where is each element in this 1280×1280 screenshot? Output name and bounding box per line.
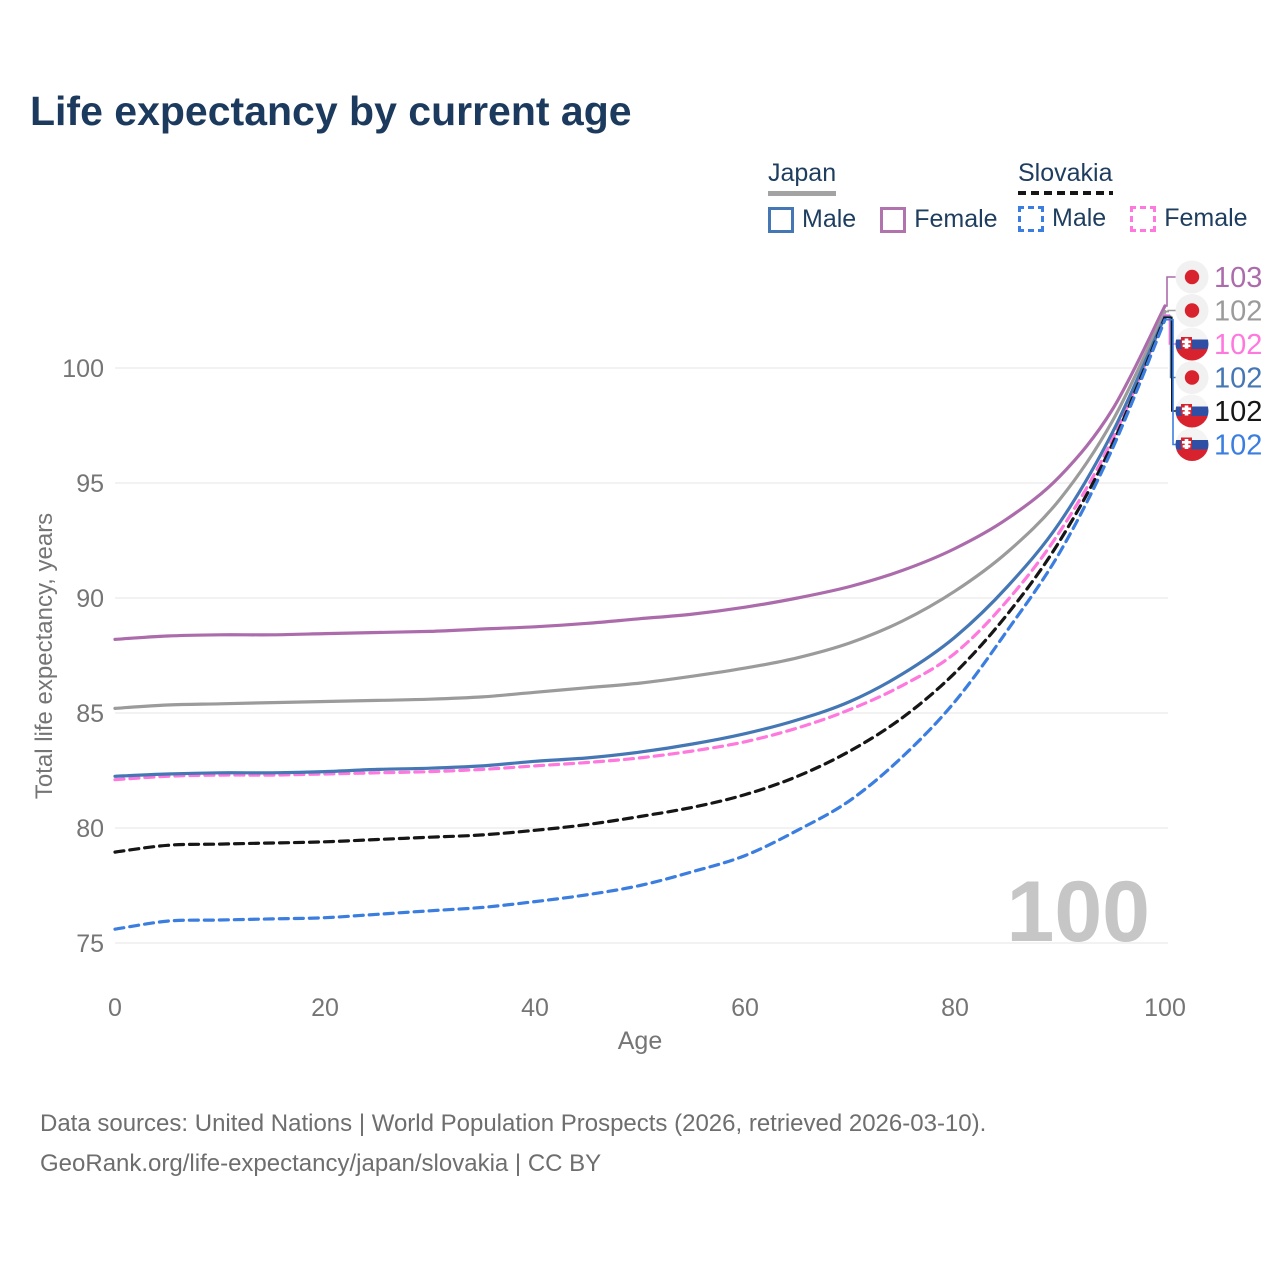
end-label-leader <box>1164 316 1176 412</box>
y-tick-label: 85 <box>76 700 104 728</box>
y-axis-title: Total life expectancy, years <box>31 513 58 799</box>
footer-line2: GeoRank.org/life-expectancy/japan/slovak… <box>40 1150 602 1177</box>
x-tick-label: 40 <box>521 994 549 1022</box>
y-tick-label: 95 <box>76 470 104 498</box>
legend: Japan Male Female Slovakia Male Female <box>0 0 1280 250</box>
footer-line1: Data sources: United Nations | World Pop… <box>40 1110 987 1137</box>
legend-group-slovakia: Slovakia Male Female <box>1018 158 1248 233</box>
series-line-japan-male <box>113 314 1167 778</box>
x-tick-label: 20 <box>311 994 339 1022</box>
legend-country-label: Slovakia <box>1018 159 1113 187</box>
data-sources: Data sources: United Nations | World Pop… <box>40 1104 986 1184</box>
age-watermark: 100 <box>1007 864 1151 960</box>
slovakia-flag-icon <box>1175 428 1209 461</box>
end-label-leader <box>1164 318 1176 446</box>
legend-swatch-icon <box>880 206 907 233</box>
legend-item-slovakia-female[interactable]: Female <box>1130 204 1248 233</box>
slovakia-flag-icon <box>1175 394 1209 428</box>
legend-item-label: Female <box>914 205 998 233</box>
end-value-label: 102 <box>1214 296 1262 328</box>
end-value-label: 102 <box>1214 363 1262 395</box>
x-tick-label: 0 <box>108 994 122 1022</box>
legend-swatch-icon <box>1130 205 1157 232</box>
japan-flag-icon <box>1175 260 1209 294</box>
legend-item-label: Female <box>1164 204 1248 232</box>
x-tick-label: 80 <box>941 994 969 1022</box>
legend-item-label: Male <box>1052 204 1107 232</box>
legend-item-japan-male[interactable]: Male <box>768 205 856 234</box>
y-tick-label: 100 <box>62 355 104 383</box>
legend-country-label: Japan <box>768 159 837 187</box>
end-value-label: 102 <box>1214 396 1262 428</box>
legend-item-japan-female[interactable]: Female <box>880 205 998 234</box>
y-tick-label: 75 <box>76 930 104 958</box>
japan-flag-icon <box>1175 294 1209 327</box>
series-line-japan-female <box>113 304 1167 641</box>
end-label-leader <box>1164 276 1176 307</box>
end-label-leader <box>1164 309 1176 313</box>
series-line-slovakia-female <box>113 313 1167 782</box>
legend-swatch-icon <box>768 206 794 233</box>
series-line-slovakia-male <box>113 318 1167 931</box>
legend-item-slovakia-male[interactable]: Male <box>1018 204 1106 233</box>
x-tick-label: 60 <box>731 994 759 1022</box>
japan-flag-icon <box>1175 361 1209 394</box>
legend-swatch-icon <box>1018 205 1044 232</box>
slovakia-flag-icon <box>1175 327 1209 361</box>
series-line-slovakia-both <box>113 315 1167 854</box>
end-value-label: 102 <box>1214 430 1262 462</box>
legend-group-japan: Japan Male Female <box>768 158 998 234</box>
legend-dashed-line-swatch <box>1018 191 1113 195</box>
x-tick-label: 100 <box>1144 994 1186 1022</box>
page-title: Life expectancy by current age <box>30 88 632 134</box>
y-tick-label: 80 <box>76 815 104 843</box>
end-value-label: 103 <box>1214 262 1262 294</box>
x-axis-title: Age <box>618 1027 662 1055</box>
legend-solid-line-swatch <box>768 191 837 196</box>
legend-item-label: Male <box>802 205 857 233</box>
y-tick-label: 90 <box>76 585 104 613</box>
end-value-label: 102 <box>1214 329 1262 361</box>
series-line-japan-both <box>113 310 1167 710</box>
